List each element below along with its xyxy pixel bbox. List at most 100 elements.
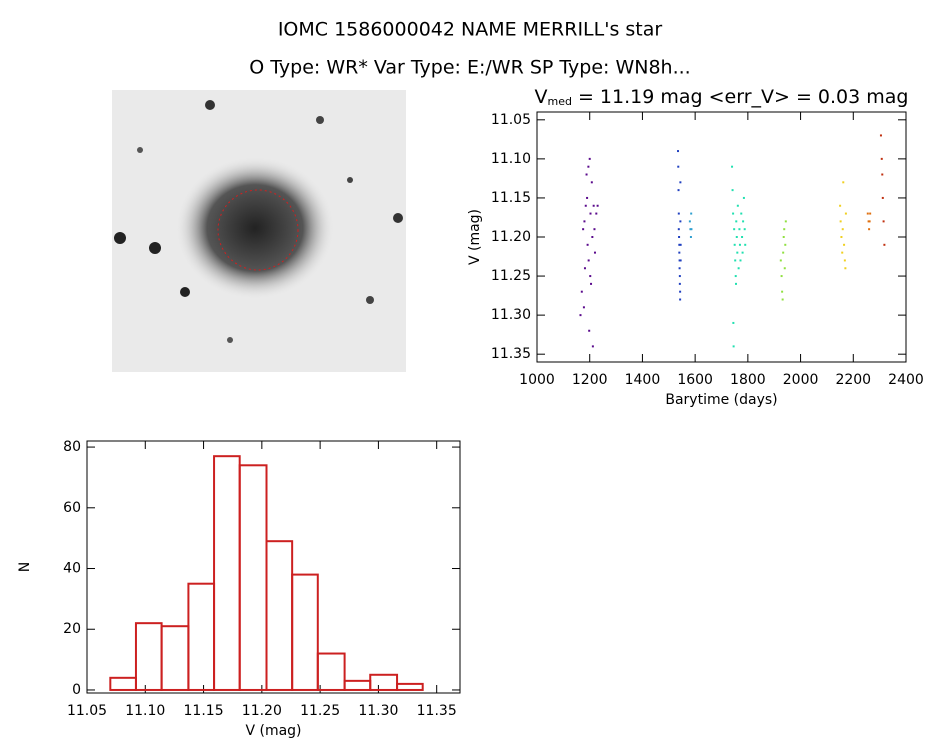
x-tick-label: 11.15 [184,703,224,719]
data-point [781,298,784,301]
data-point [880,157,883,160]
data-point [678,243,681,246]
data-point [732,321,735,324]
data-point [735,220,738,223]
y-tick-label: 20 [63,621,81,637]
data-point [580,290,583,293]
data-point [841,228,844,231]
histogram-bar [291,573,319,691]
data-point [731,189,734,192]
data-point [783,267,786,270]
y-tick-label: 80 [63,439,81,455]
data-point [688,220,691,223]
data-point [679,290,682,293]
x-tick-label: 11.10 [125,703,165,719]
x-tick-label: 11.25 [300,703,340,719]
y-tick-label: 11.35 [491,346,531,362]
title-rest: = 11.19 mag <err_V> = 0.03 mag [578,86,909,108]
data-point [866,212,869,215]
data-point [678,267,681,270]
data-point [742,196,745,199]
data-point [582,228,585,231]
title-symbol: V [535,86,548,108]
data-point [588,329,591,332]
x-tick-label: 2400 [888,372,924,388]
data-point [592,204,595,207]
data-point [883,243,886,246]
data-point [677,165,680,168]
data-point [678,275,681,278]
data-point [589,212,592,215]
data-point [679,298,682,301]
data-point [690,228,693,231]
data-point [591,236,594,238]
data-point [587,165,590,168]
y-tick-label: 0 [72,682,81,698]
y-tick-label: 11.10 [491,151,531,167]
data-point [784,220,787,223]
data-point [843,259,846,262]
data-point [737,267,740,270]
data-point [736,204,739,207]
data-point [677,212,680,215]
data-point [587,259,590,262]
x-axis-label: V (mag) [245,723,301,739]
x-tick-label: 1000 [519,372,555,388]
data-point [678,236,681,238]
data-point [590,282,593,285]
data-point [841,251,844,254]
data-point [881,173,884,176]
data-point [738,243,741,246]
data-point [868,220,871,223]
data-point [678,251,681,254]
data-point [595,212,598,215]
title-subscript: med [548,95,572,108]
data-point [584,204,587,207]
y-tick-label: 11.15 [491,190,531,206]
x-tick-label: 11.20 [242,703,282,719]
data-point [677,228,680,231]
data-point [740,212,743,215]
data-point [582,306,585,309]
data-point [689,228,692,231]
x-tick-label: 1800 [730,372,766,388]
data-point [677,189,680,192]
data-point [743,228,746,231]
data-point [879,134,882,137]
data-point [583,267,586,270]
data-point [679,220,682,223]
data-point [742,220,745,223]
data-point [844,212,847,215]
page-subtitle: O Type: WR* Var Type: E:/WR SP Type: WN8… [249,57,690,79]
y-tick-label: 11.25 [491,268,531,284]
y-tick-label: 11.05 [491,112,531,128]
y-tick-label: 11.20 [491,229,531,245]
data-point [732,212,735,215]
y-tick-label: 60 [63,500,81,516]
data-point [690,212,693,215]
data-point [780,275,783,278]
data-point [591,345,594,348]
plot-frame [86,440,461,694]
data-point [733,228,736,231]
data-point [736,251,739,254]
data-point [734,259,737,262]
data-point [679,259,682,262]
data-point [733,243,736,246]
data-point [741,236,744,238]
data-point [882,220,885,223]
histogram-bar [316,652,346,691]
data-point [744,243,747,246]
data-point [679,181,682,184]
data-point [579,314,582,317]
x-tick-label: 1600 [677,372,713,388]
data-point [782,251,785,254]
data-point [734,275,737,278]
data-point [583,220,586,223]
data-point [588,157,591,160]
y-axis-label: V (mag) [467,209,483,265]
data-point [843,243,846,246]
data-point [739,259,742,262]
data-point [731,165,734,168]
